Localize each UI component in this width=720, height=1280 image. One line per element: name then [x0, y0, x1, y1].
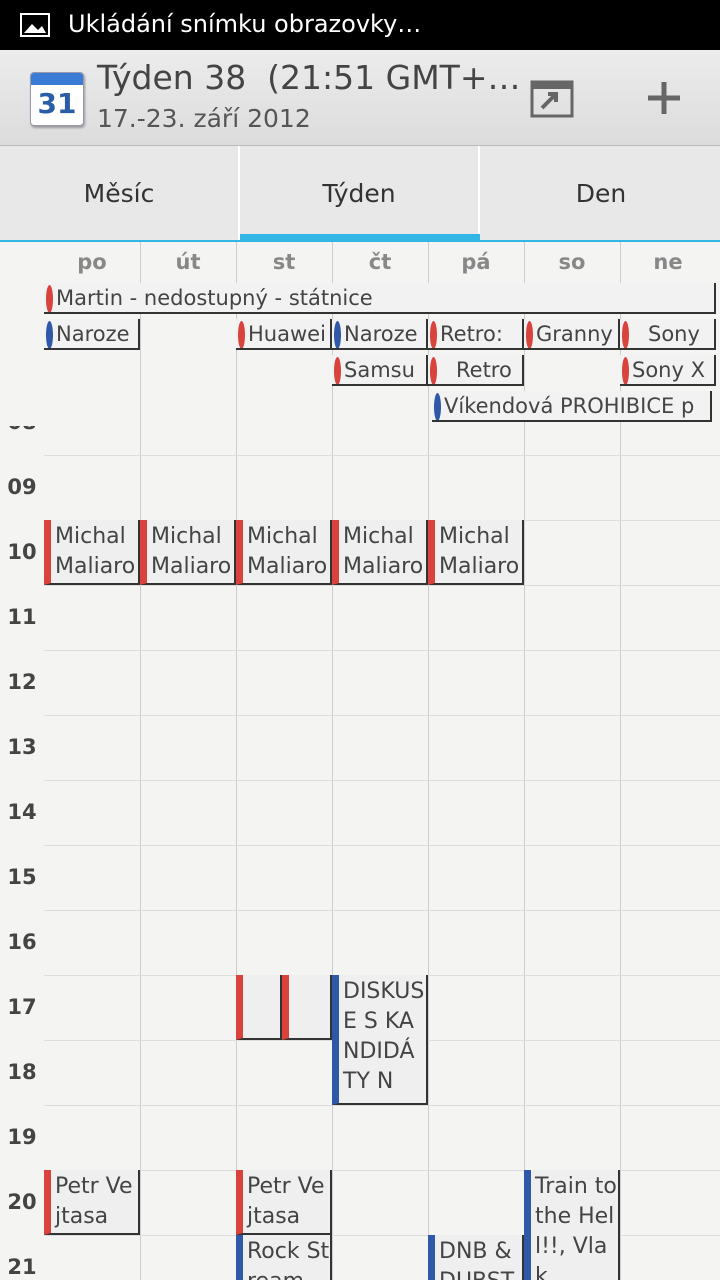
hour-line — [44, 780, 720, 781]
day-header: ne — [653, 250, 683, 274]
add-button[interactable] — [646, 80, 682, 116]
all-day-event[interactable]: Víkendová PROHIBICE p — [432, 391, 712, 422]
tab-underline — [0, 240, 720, 242]
event[interactable]: Train to the Hell!!, Vlak — [524, 1170, 620, 1280]
day-header: út — [175, 250, 201, 274]
event[interactable]: Petr Vejtasa — [44, 1170, 140, 1235]
app-icon[interactable]: 31 — [30, 72, 84, 126]
day-header: pá — [461, 250, 491, 274]
today-button[interactable] — [530, 78, 574, 118]
tab-bar: Měsíc Týden Den — [0, 146, 720, 242]
status-bar: Ukládání snímku obrazovky… — [0, 0, 720, 50]
hour-label: 09 — [7, 475, 37, 499]
hour-label: 11 — [7, 605, 37, 629]
hour-label: 20 — [7, 1190, 37, 1214]
status-text: Ukládání snímku obrazovky… — [68, 10, 422, 38]
subtitle: 17.-23. září 2012 — [97, 104, 311, 133]
hour-label: 12 — [7, 670, 37, 694]
tab-selected[interactable]: Týden — [240, 146, 480, 240]
hour-line — [44, 1105, 720, 1106]
column-line — [236, 242, 237, 1280]
hour-label: 10 — [7, 540, 37, 564]
event[interactable]: Petr Vejtasa — [236, 1170, 332, 1235]
hour-label: 18 — [7, 1060, 37, 1084]
hour-label: 13 — [7, 735, 37, 759]
column-line — [428, 242, 429, 1280]
day-header: so — [558, 250, 586, 274]
all-day-event[interactable]: Huawei — [236, 319, 332, 350]
event[interactable]: Michal Maliaro — [44, 520, 140, 585]
event[interactable]: DISKUSE S KANDIDÁTY N — [332, 975, 428, 1105]
hour-grid: Michal Maliaro Michal Maliaro Michal Mal… — [0, 426, 720, 1280]
event[interactable] — [282, 975, 332, 1040]
tab[interactable]: Měsíc — [0, 146, 240, 240]
title: Týden 38 (21:51 GMT+… — [97, 58, 521, 97]
hour-line — [44, 455, 720, 456]
all-day-event[interactable]: Granny — [524, 319, 620, 350]
hour-label: 15 — [7, 865, 37, 889]
hour-label: 08 — [0, 426, 44, 434]
hour-line — [44, 650, 720, 651]
day-header: po — [77, 250, 107, 274]
column-line — [332, 242, 333, 1280]
day-header: čt — [368, 250, 392, 274]
hour-line — [44, 1235, 720, 1236]
event[interactable] — [236, 975, 282, 1040]
tab-indicator — [240, 234, 480, 242]
event[interactable]: Michal Maliaro — [428, 520, 524, 585]
event[interactable]: Michal Maliaro — [140, 520, 236, 585]
hour-line — [44, 1170, 720, 1171]
hour-label: 17 — [7, 995, 37, 1019]
all-day-event[interactable]: Retro: — [428, 319, 524, 350]
column-line — [620, 242, 621, 1280]
event[interactable]: Rock Stream — [236, 1235, 332, 1280]
hour-line — [44, 715, 720, 716]
column-line — [140, 242, 141, 1280]
image-icon — [20, 13, 50, 37]
hour-label: 21 — [7, 1255, 37, 1279]
all-day-event[interactable]: Sony X — [620, 355, 716, 386]
event[interactable]: Michal Maliaro — [332, 520, 428, 585]
all-day-event[interactable]: Retro — [428, 355, 524, 386]
hour-line — [44, 585, 720, 586]
app-icon-day: 31 — [37, 87, 77, 120]
action-bar: 31 Týden 38 (21:51 GMT+… 17.-23. září 20… — [0, 50, 720, 146]
all-day-event[interactable]: Martin - nedostupný - státnice — [44, 283, 716, 314]
event[interactable]: DNB & DUBST — [428, 1235, 524, 1280]
all-day-event[interactable]: Samsu — [332, 355, 428, 386]
all-day-event[interactable]: Naroze — [332, 319, 428, 350]
all-day-event[interactable]: Naroze — [44, 319, 140, 350]
tab[interactable]: Den — [575, 179, 627, 208]
hour-label: 19 — [7, 1125, 37, 1149]
column-line — [524, 242, 525, 1280]
event[interactable]: Michal Maliaro — [236, 520, 332, 585]
hour-label: 16 — [7, 930, 37, 954]
hour-label: 14 — [7, 800, 37, 824]
hour-line — [44, 910, 720, 911]
all-day-event[interactable]: Sony — [620, 319, 716, 350]
day-header: st — [272, 250, 296, 274]
hour-line — [44, 845, 720, 846]
